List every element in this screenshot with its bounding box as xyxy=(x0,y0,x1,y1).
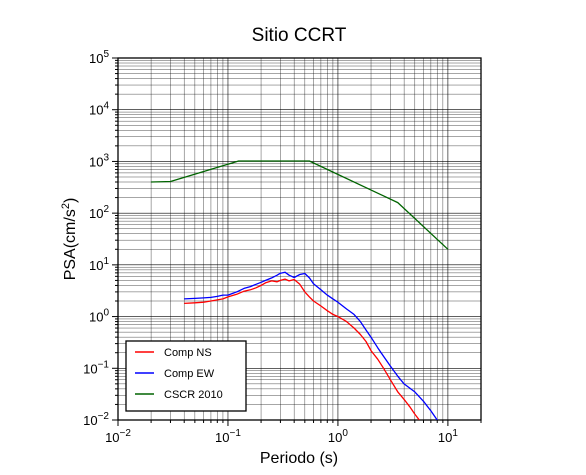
series-line-comp-ns xyxy=(184,278,420,420)
y-tick-label: 103 xyxy=(89,152,109,169)
legend-label: CSCR 2010 xyxy=(164,389,223,401)
series-line-cscr-2010 xyxy=(151,160,449,250)
y-tick-label: 100 xyxy=(89,308,109,325)
y-tick-label: 104 xyxy=(89,101,109,118)
legend-label: Comp EW xyxy=(164,368,215,380)
axis-ticks: 10−2 10−1 100 101 10−2 10−1 100 101 102 103 104 105 xyxy=(83,49,482,445)
y-axis-label: PSA(cm/s2) xyxy=(60,198,79,281)
chart-title: Sitio CCRT xyxy=(252,25,347,46)
y-tick-label: 102 xyxy=(89,204,109,221)
y-tick-label: 101 xyxy=(89,256,109,273)
y-tick-label: 10−2 xyxy=(83,411,109,428)
series-lines xyxy=(151,160,449,420)
plot-frame xyxy=(117,57,482,421)
legend: Comp NS Comp EW CSCR 2010 xyxy=(125,340,247,412)
y-tick-label: 105 xyxy=(89,49,109,66)
x-tick-label: 10−1 xyxy=(215,428,241,445)
x-tick-label: 101 xyxy=(438,428,458,445)
x-axis-label: Periodo (s) xyxy=(260,450,338,467)
x-tick-label: 100 xyxy=(328,428,348,445)
legend-label: Comp NS xyxy=(164,347,212,359)
series-line-comp-ew xyxy=(184,271,438,420)
x-tick-label: 10−2 xyxy=(105,428,131,445)
y-tick-label: 10−1 xyxy=(83,359,109,376)
